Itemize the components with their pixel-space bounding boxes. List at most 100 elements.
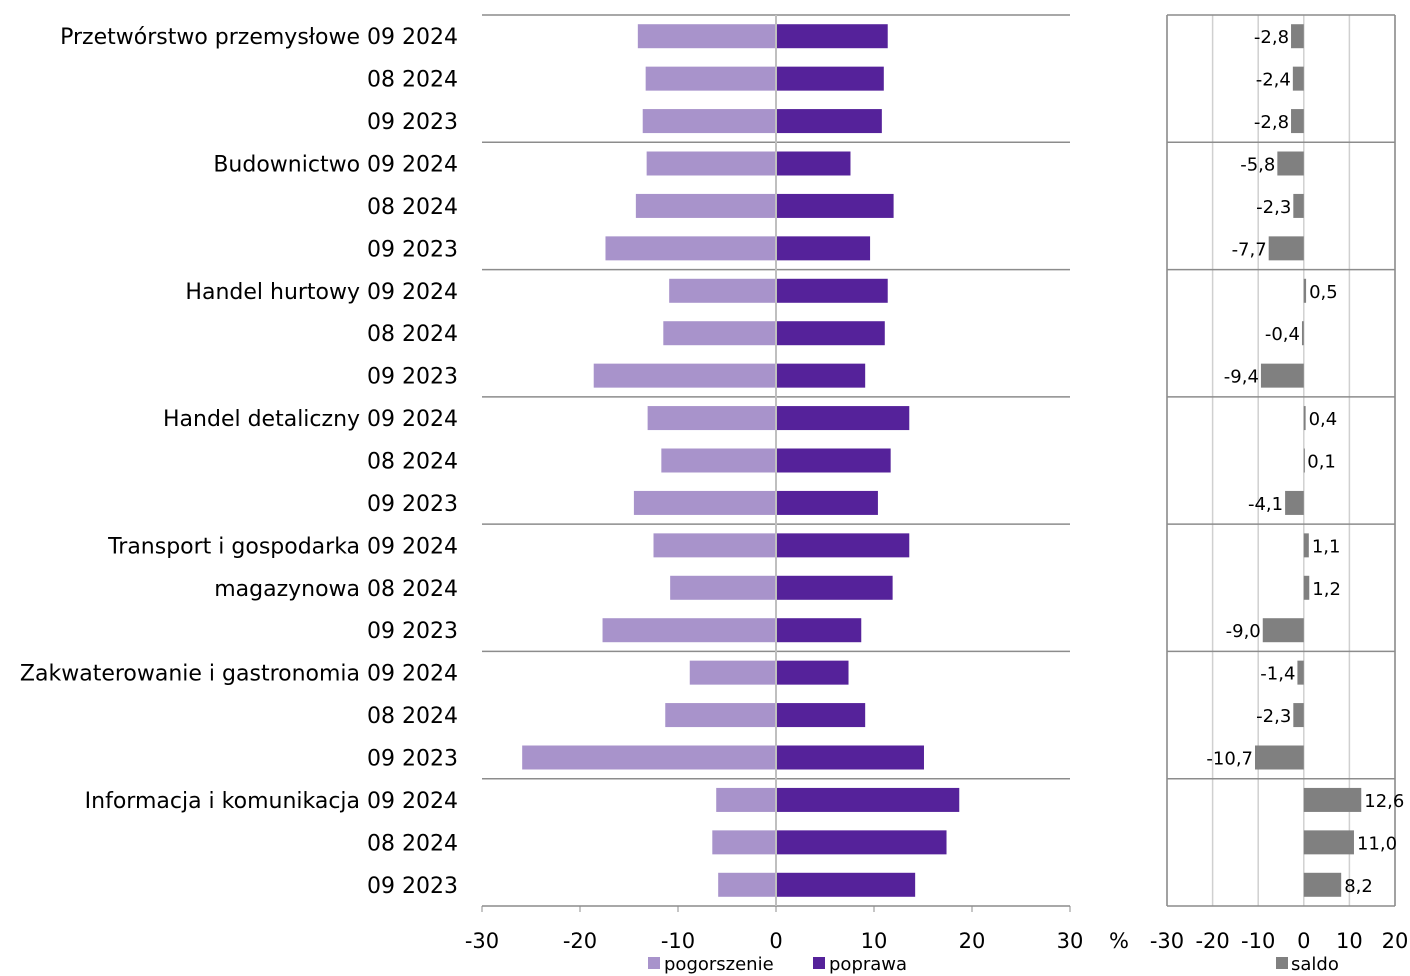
- legend: pogorszenie poprawa saldo: [648, 954, 1339, 975]
- data-label-saldo: -5,8: [1240, 155, 1275, 176]
- data-label-saldo: 0,5: [1309, 282, 1338, 303]
- bar-saldo-20: [1303, 872, 1342, 897]
- x-tick-label: 30: [1057, 929, 1084, 953]
- bar-poprawa-15: [776, 660, 849, 685]
- category-label: 08 2024: [367, 450, 458, 475]
- x-tick-label-saldo: -20: [1195, 929, 1229, 953]
- bar-saldo-11: [1285, 490, 1304, 515]
- bar-saldo-16: [1293, 703, 1304, 728]
- x-tick-label: 0: [769, 929, 782, 953]
- bar-pogorszenie-0: [637, 24, 776, 49]
- bar-saldo-8: [1260, 363, 1304, 388]
- bar-poprawa-18: [776, 787, 960, 812]
- data-label-saldo: 0,4: [1309, 409, 1338, 430]
- category-label: 09 2023: [367, 619, 458, 644]
- bar-saldo-6: [1303, 278, 1307, 303]
- x-tick-label-saldo: -30: [1150, 929, 1184, 953]
- bar-pogorszenie-18: [716, 787, 776, 812]
- bar-poprawa-13: [776, 575, 893, 600]
- x-tick-label: 10: [861, 929, 888, 953]
- bar-pogorszenie-19: [712, 830, 776, 855]
- bar-poprawa-6: [776, 278, 888, 303]
- category-label: Transport i gospodarka 09 2024: [107, 534, 458, 559]
- x-tick-label-saldo: 20: [1382, 929, 1409, 953]
- category-label: Informacja i komunikacja 09 2024: [85, 789, 458, 814]
- bar-pogorszenie-14: [602, 618, 776, 643]
- data-label-saldo: -4,1: [1248, 494, 1283, 515]
- x-tick-label-saldo: 10: [1336, 929, 1363, 953]
- diverging-bar-panel: -30 -20 -10 0 10 20 30: [465, 14, 1084, 953]
- bar-pogorszenie-12: [653, 533, 776, 558]
- data-label-saldo: -2,3: [1256, 706, 1291, 727]
- category-label: Handel detaliczny 09 2024: [163, 407, 458, 432]
- bar-pogorszenie-8: [593, 363, 776, 388]
- saldo-bar-panel: -2,8 -2,4 -2,8 -5,8 -2,3 -7,7 0,5 -0,4 -9,4 0,4 0,…: [1150, 14, 1409, 953]
- legend-label-saldo: saldo: [1291, 954, 1339, 975]
- bar-saldo-19: [1303, 830, 1354, 855]
- bar-poprawa-9: [776, 406, 910, 431]
- data-label-saldo: -2,3: [1256, 197, 1291, 218]
- legend-swatch-poprawa: [813, 957, 825, 969]
- data-label-saldo: 1,1: [1312, 536, 1341, 557]
- category-label: 09 2023: [367, 492, 458, 517]
- legend-swatch-pogorszenie: [648, 957, 660, 969]
- data-label-saldo: 0,1: [1307, 452, 1336, 473]
- bar-poprawa-14: [776, 618, 862, 643]
- bar-saldo-12: [1303, 533, 1309, 558]
- data-label-saldo: -9,0: [1226, 621, 1261, 642]
- category-label: 08 2024: [367, 322, 458, 347]
- x-tick-label: -20: [563, 929, 597, 953]
- bar-pogorszenie-3: [646, 151, 776, 176]
- bar-poprawa-3: [776, 151, 851, 176]
- category-labels: Przetwórstwo przemysłowe 09 2024 08 2024 0…: [20, 25, 458, 899]
- bar-pogorszenie-13: [670, 575, 776, 600]
- bar-saldo-5: [1268, 236, 1304, 261]
- category-label: Handel hurtowy 09 2024: [185, 280, 458, 305]
- category-label: Przetwórstwo przemysłowe 09 2024: [60, 25, 458, 50]
- bar-saldo-1: [1292, 66, 1304, 91]
- data-label-saldo: 1,2: [1312, 579, 1341, 600]
- data-label-saldo: -1,4: [1260, 664, 1295, 685]
- bar-poprawa-4: [776, 193, 894, 218]
- bar-poprawa-1: [776, 66, 884, 91]
- bar-saldo-4: [1293, 193, 1304, 218]
- bar-pogorszenie-6: [669, 278, 776, 303]
- bar-pogorszenie-2: [642, 109, 776, 134]
- x-axis-unit-label: %: [1109, 929, 1129, 953]
- category-label: 09 2023: [367, 874, 458, 899]
- bar-pogorszenie-7: [663, 321, 776, 346]
- bar-saldo-10: [1303, 448, 1305, 473]
- bar-saldo-15: [1297, 660, 1304, 685]
- category-label: 08 2024: [367, 195, 458, 220]
- bar-saldo-18: [1303, 787, 1362, 812]
- bar-pogorszenie-11: [633, 490, 776, 515]
- data-label-saldo: -2,8: [1254, 27, 1289, 48]
- category-label: 09 2023: [367, 365, 458, 390]
- bar-saldo-17: [1255, 745, 1304, 770]
- data-label-saldo: -0,4: [1265, 324, 1300, 345]
- data-label-saldo: -2,4: [1256, 70, 1291, 91]
- bar-saldo-14: [1262, 618, 1304, 643]
- x-tick-label: 20: [959, 929, 986, 953]
- bar-poprawa-17: [776, 745, 924, 770]
- bar-poprawa-16: [776, 703, 866, 728]
- bar-poprawa-8: [776, 363, 866, 388]
- x-tick-label: -30: [465, 929, 499, 953]
- bar-pogorszenie-1: [645, 66, 776, 91]
- bar-pogorszenie-4: [635, 193, 776, 218]
- data-label-saldo: -9,4: [1224, 367, 1259, 388]
- bar-poprawa-2: [776, 109, 882, 134]
- category-label: 08 2024: [367, 68, 458, 93]
- bar-poprawa-7: [776, 321, 885, 346]
- bar-poprawa-11: [776, 490, 878, 515]
- category-label: 09 2023: [367, 747, 458, 772]
- bar-saldo-2: [1291, 109, 1304, 134]
- bar-pogorszenie-20: [718, 872, 776, 897]
- bar-saldo-7: [1301, 321, 1304, 346]
- bar-poprawa-0: [776, 24, 888, 49]
- bar-pogorszenie-5: [605, 236, 776, 261]
- bar-pogorszenie-10: [661, 448, 776, 473]
- bar-saldo-0: [1291, 24, 1304, 49]
- category-label: 08 2024: [367, 704, 458, 729]
